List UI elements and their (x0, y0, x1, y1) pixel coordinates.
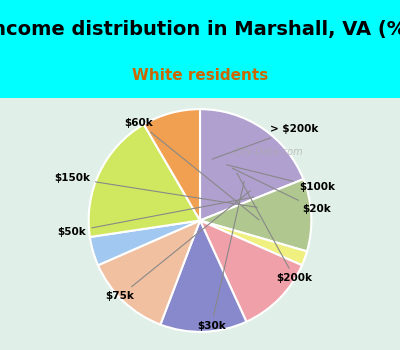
Wedge shape (200, 220, 307, 265)
Wedge shape (200, 179, 311, 251)
Text: $150k: $150k (54, 173, 257, 207)
Text: $30k: $30k (197, 181, 244, 331)
Text: $60k: $60k (124, 118, 259, 220)
Text: $20k: $20k (232, 168, 331, 214)
Text: White residents: White residents (132, 68, 268, 83)
Text: $75k: $75k (105, 191, 250, 301)
FancyBboxPatch shape (0, 98, 400, 350)
Text: $50k: $50k (58, 197, 254, 237)
Wedge shape (200, 109, 304, 220)
Wedge shape (90, 220, 200, 265)
Text: > $200k: > $200k (212, 124, 319, 159)
Wedge shape (98, 220, 200, 324)
Wedge shape (144, 109, 200, 220)
Text: Income distribution in Marshall, VA (%): Income distribution in Marshall, VA (%) (0, 20, 400, 39)
Wedge shape (89, 124, 200, 237)
Wedge shape (160, 220, 246, 332)
Text: $100k: $100k (227, 165, 335, 192)
Wedge shape (200, 220, 302, 322)
Text: $200k: $200k (237, 173, 313, 284)
Text: City-Data.com: City-Data.com (234, 147, 304, 157)
